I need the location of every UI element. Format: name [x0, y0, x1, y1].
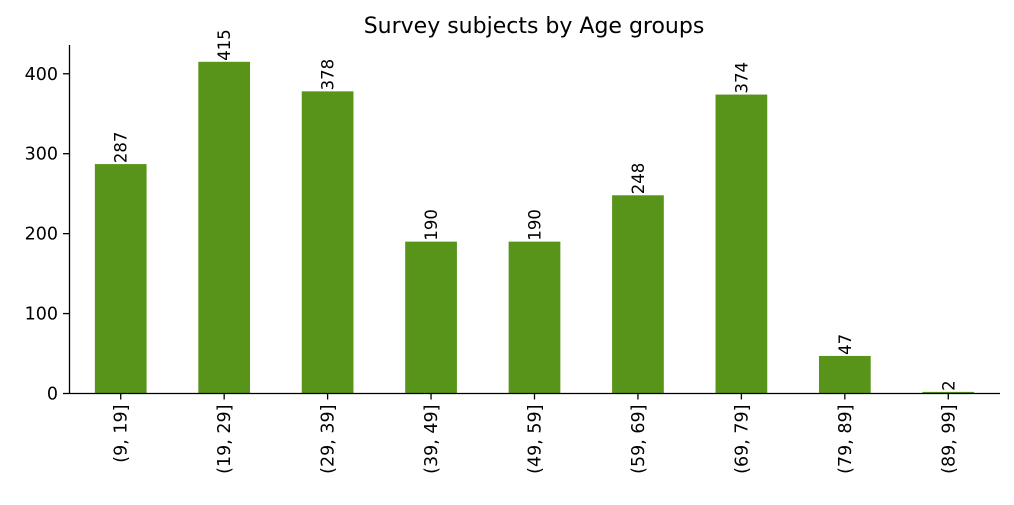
x-tick-label: (9, 19] — [112, 405, 132, 463]
bars-group — [94, 61, 975, 394]
x-tick-label: (29, 39] — [319, 405, 339, 474]
bar — [405, 241, 457, 394]
x-tick-label: (89, 99] — [939, 405, 959, 474]
y-tick-label: 400 — [25, 65, 58, 85]
bar-value-label: 415 — [215, 29, 234, 61]
bar — [508, 241, 561, 394]
bar-value-label: 378 — [319, 59, 338, 91]
x-tick-label: (49, 59] — [526, 405, 546, 474]
x-tick-label: (59, 69] — [629, 405, 649, 474]
x-tick-label: (39, 49] — [422, 405, 442, 474]
bar — [301, 91, 354, 394]
chart-title: Survey subjects by Age groups — [364, 14, 705, 39]
bar-value-label: 248 — [629, 163, 648, 195]
bar-value-label: 374 — [732, 62, 751, 94]
y-tick-label: 100 — [25, 305, 58, 325]
bar — [94, 164, 147, 394]
y-tick-label: 300 — [25, 145, 58, 165]
bar-labels-group: 287 415 378 190 190 248 374 47 2 — [112, 29, 959, 391]
bar — [818, 355, 871, 394]
x-tick-label: (19, 29] — [215, 405, 235, 474]
x-tick-label: (79, 89] — [836, 405, 856, 474]
bar — [922, 391, 975, 394]
bar-value-label: 2 — [939, 380, 958, 391]
bar-value-label: 190 — [422, 209, 441, 241]
bar-value-label: 287 — [112, 132, 131, 164]
y-tick-label: 200 — [25, 225, 58, 245]
bar — [715, 94, 768, 394]
y-tick-label: 0 — [47, 385, 58, 405]
x-ticks-group: (9, 19] (19, 29] (29, 39] (39, 49] (49, 59] (… — [112, 393, 959, 474]
bar — [612, 195, 664, 394]
y-ticks-group: 0 100 200 300 400 — [25, 65, 69, 405]
bar-value-label: 190 — [526, 209, 545, 241]
bar — [198, 61, 251, 394]
bar-value-label: 47 — [836, 334, 855, 355]
x-tick-label: (69, 79] — [732, 405, 752, 474]
